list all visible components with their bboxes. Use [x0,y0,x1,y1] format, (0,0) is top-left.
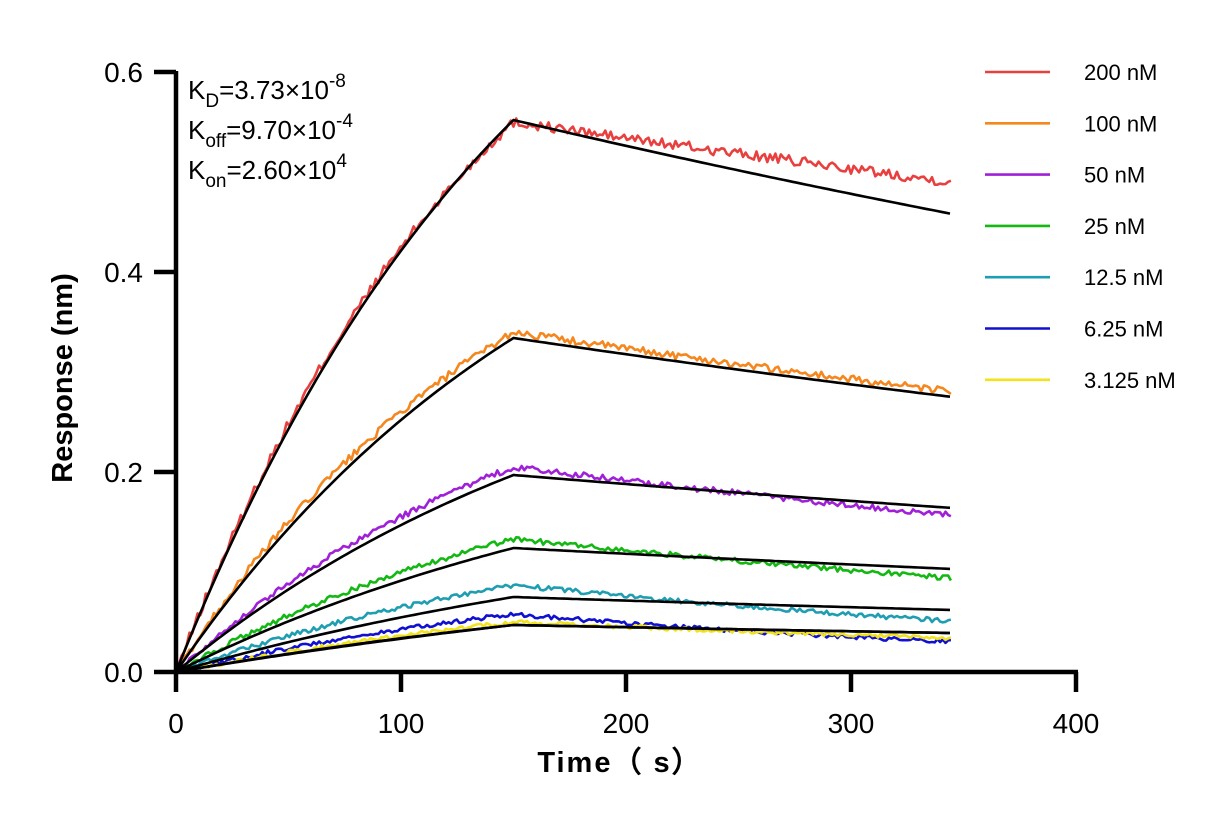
legend-label: 25 nM [1084,214,1145,239]
legend-label: 3.125 nM [1084,368,1176,393]
fit-line [175,623,951,674]
x-tick-label: 0 [168,708,184,739]
x-tick-label: 400 [1053,708,1100,739]
series-line-25-nm [175,535,953,674]
legend-label: 100 nM [1084,111,1157,136]
fit-line [174,118,951,673]
series-line-200-nm [174,117,952,673]
annotation-kd: KD=3.73×10-8 [188,71,346,112]
fit-line [174,336,951,673]
legend-label: 12.5 nM [1084,265,1164,290]
series-line-12.5-nm [175,583,952,674]
legend: 200 nM 100 nM 50 nM 25 nM 12.5 nM 6.25 nM 3.12… [985,60,1176,393]
x-tick-label: 300 [828,708,875,739]
fit-line [175,546,951,674]
y-tick-label: 0.4 [104,257,143,288]
series-line-3.125-nm [175,619,952,674]
annotation-kon: Kon=2.60×104 [188,151,347,192]
plot-area [174,117,953,674]
x-tick-label: 200 [603,708,650,739]
ticks: 0 100 200 300 400 0.0 0.2 0.4 0.6 [104,57,1099,739]
x-tick-label: 100 [378,708,425,739]
legend-label: 200 nM [1084,60,1157,85]
legend-label: 6.25 nM [1084,317,1164,342]
y-tick-label: 0.0 [104,657,143,688]
series-line-100-nm [174,329,952,673]
fit-line [175,595,951,674]
series-line-50-nm [175,464,952,673]
y-axis-title: Response (nm) [47,273,79,482]
legend-label: 50 nM [1084,163,1145,188]
fit-line [175,473,951,674]
annotation-koff: Koff=9.70×10-4 [188,111,353,152]
y-tick-label: 0.6 [104,57,143,88]
x-axis-title: Time（ s） [537,746,702,779]
y-tick-label: 0.2 [104,457,143,488]
